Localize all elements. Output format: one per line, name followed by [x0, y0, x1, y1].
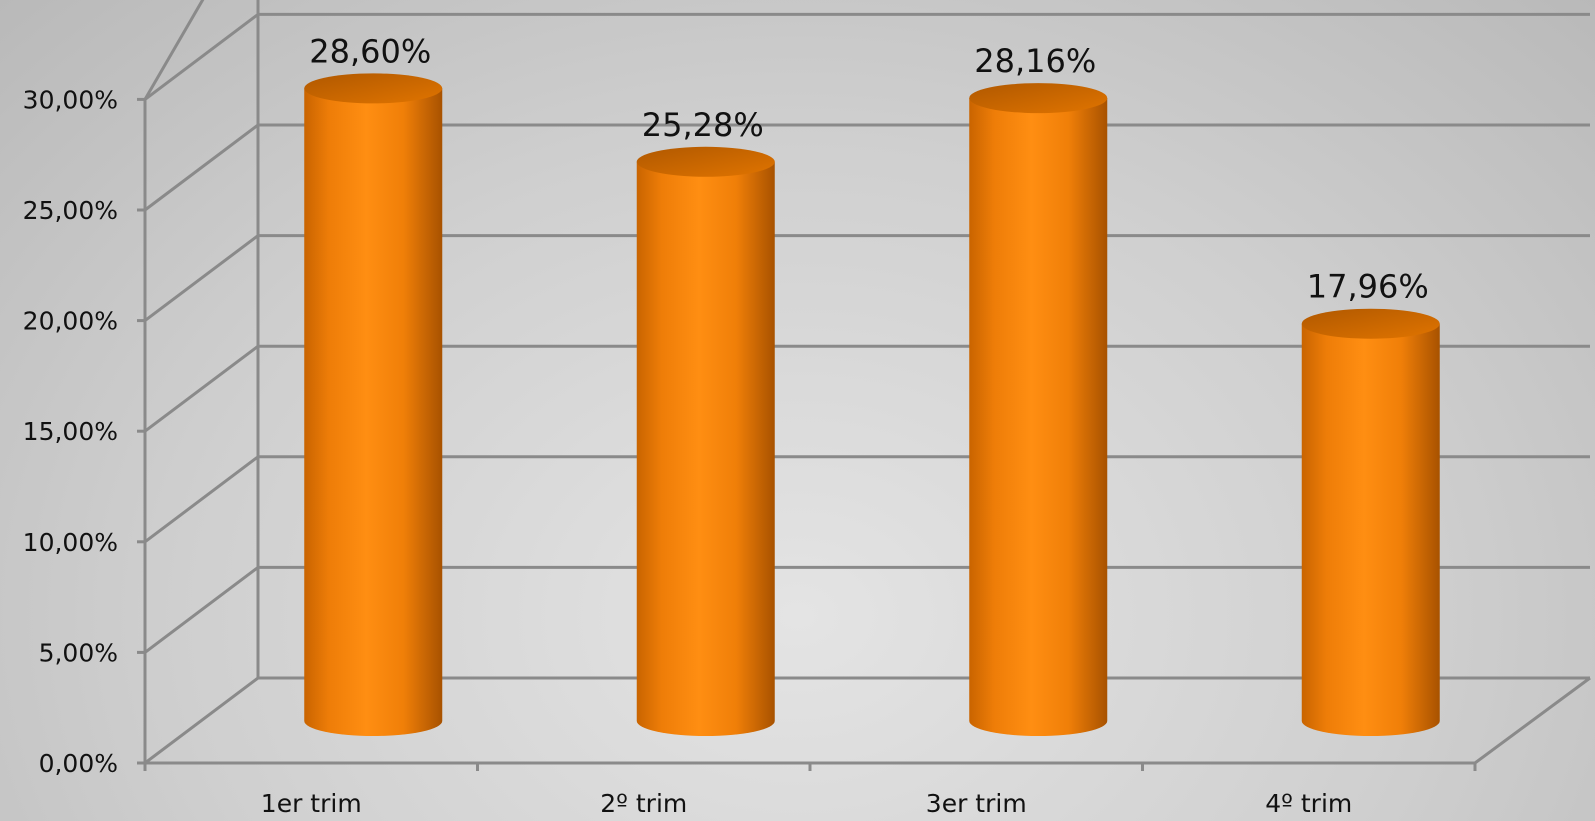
data-label: 28,16%: [974, 42, 1096, 80]
x-category-label: 3er trim: [926, 789, 1027, 818]
axes: [137, 97, 1477, 771]
x-category-label: 2º trim: [600, 789, 687, 818]
data-label: 28,60%: [309, 32, 431, 70]
bar-body: [969, 98, 1108, 737]
side-wall-gridline: [144, 566, 259, 654]
floor-right-edge: [1474, 676, 1591, 765]
grid: [143, 0, 1591, 765]
side-wall-gridline: [144, 455, 259, 543]
bar: [1301, 308, 1440, 737]
bar: [636, 146, 775, 737]
x-category-label: 4º trim: [1265, 789, 1352, 818]
side-wall-gridline: [144, 234, 259, 322]
side-wall-gridline: [144, 13, 259, 101]
bar-body: [636, 161, 775, 737]
y-tick-label: 20,00%: [23, 307, 118, 336]
bar-top: [304, 73, 443, 104]
side-wall-gridline: [144, 345, 259, 433]
bar-top: [969, 83, 1108, 114]
labels: 0,00% 5,00% 10,00% 15,00% 20,00% 25,00% 30,00%…: [23, 32, 1429, 818]
y-tick-label: 30,00%: [23, 85, 118, 114]
x-category-label: 1er trim: [261, 789, 362, 818]
y-tick-label: 25,00%: [23, 196, 118, 225]
data-label: 25,28%: [642, 106, 764, 144]
y-tick-label: 15,00%: [23, 417, 118, 446]
bar: [969, 83, 1108, 737]
side-wall-top-edge: [143, 0, 205, 101]
y-tick-label: 0,00%: [39, 749, 118, 778]
bars: [304, 73, 1440, 737]
y-tick-label: 10,00%: [23, 528, 118, 557]
y-tick-label: 5,00%: [39, 638, 118, 667]
data-label: 17,96%: [1307, 268, 1429, 306]
side-wall-gridline: [144, 123, 259, 212]
bar-body: [1301, 323, 1440, 737]
bar-body: [304, 88, 443, 737]
bar: [304, 73, 443, 737]
side-wall-gridline: [144, 676, 259, 765]
bar-top: [1301, 308, 1440, 339]
bar-top: [636, 146, 775, 177]
